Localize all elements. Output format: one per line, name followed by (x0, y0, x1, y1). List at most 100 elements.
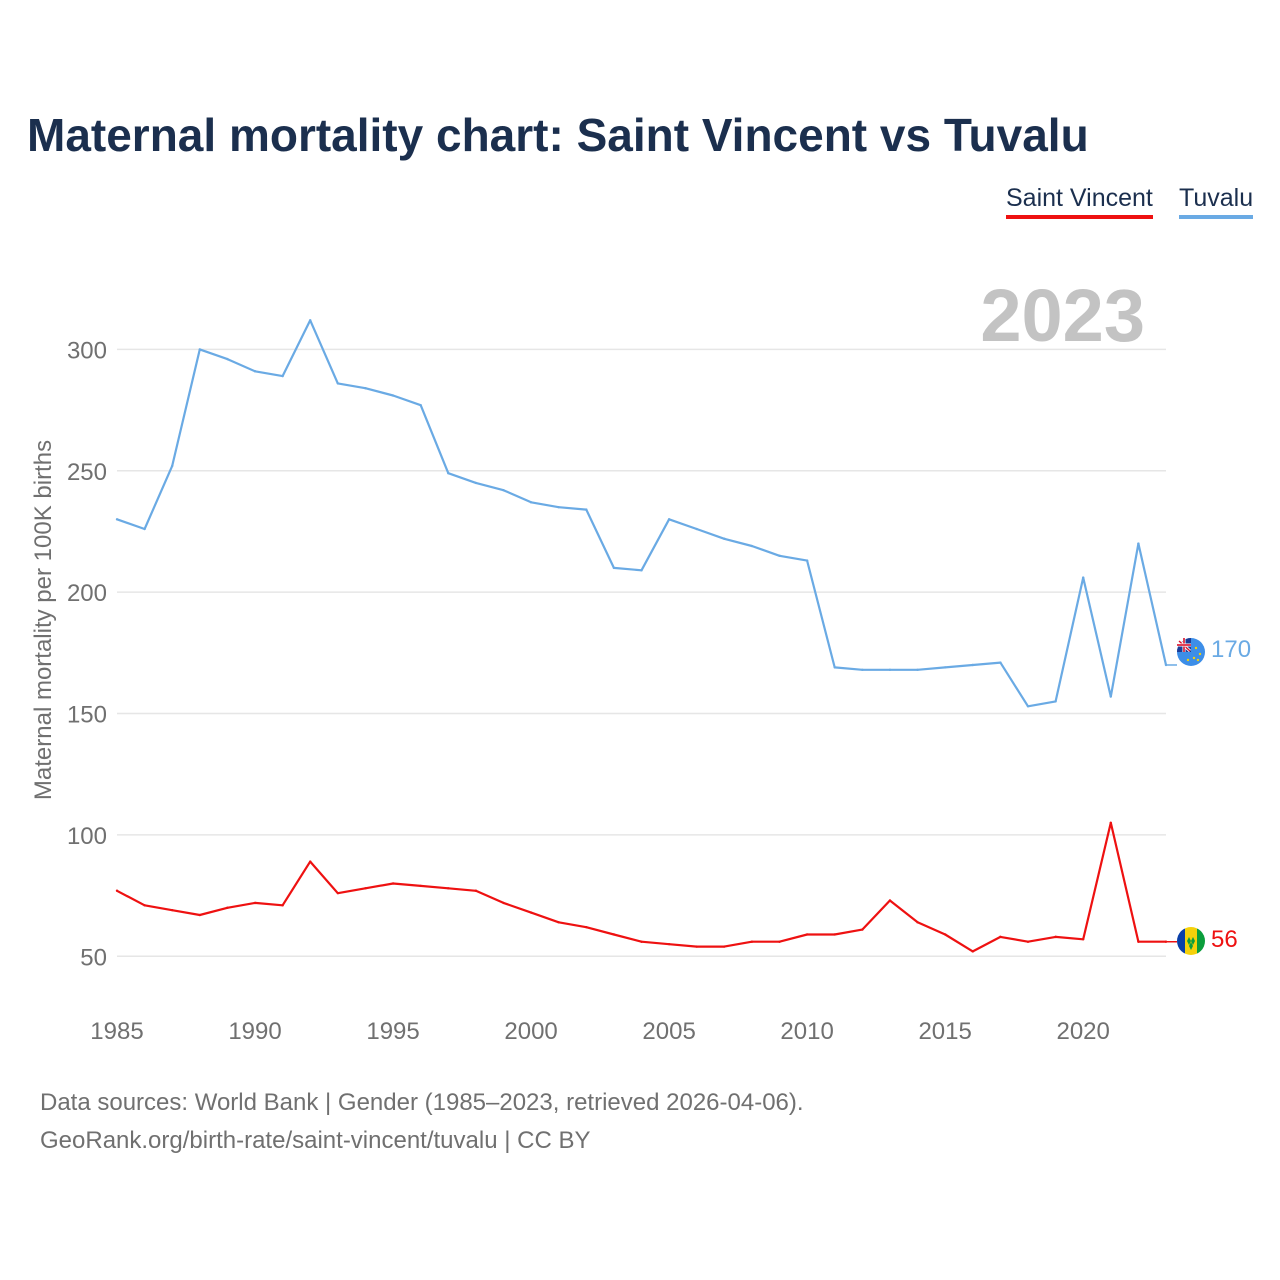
y-tick-label: 300 (67, 337, 107, 364)
data-point-tuvalu (309, 319, 312, 322)
data-point-saint-vincent (281, 904, 284, 907)
x-tick-label: 2010 (780, 1018, 833, 1045)
x-tick-label: 2015 (918, 1018, 971, 1045)
data-point-tuvalu (419, 404, 422, 407)
tuvalu-end-label: 170 (1211, 636, 1251, 663)
data-point-tuvalu (1137, 542, 1140, 545)
x-tick-label: 1985 (90, 1018, 143, 1045)
tuvalu-flag-icon (1177, 638, 1205, 666)
y-tick-label: 200 (67, 580, 107, 607)
data-point-saint-vincent (888, 899, 892, 902)
data-point-saint-vincent (474, 889, 478, 892)
data-point-saint-vincent (364, 887, 367, 890)
data-point-tuvalu (805, 559, 809, 562)
x-tick-label: 2005 (642, 1018, 695, 1045)
data-point-tuvalu (171, 464, 174, 468)
data-point-saint-vincent (171, 908, 174, 912)
data-point-saint-vincent (115, 889, 119, 892)
footer-sources: Data sources: World Bank | Gender (1985–… (40, 1089, 804, 1116)
data-point-saint-vincent (778, 940, 781, 943)
data-point-saint-vincent (1054, 935, 1057, 939)
data-point-tuvalu (143, 527, 146, 531)
data-point-tuvalu (971, 663, 974, 667)
chart-title: Maternal mortality chart: Saint Vincent … (27, 109, 1089, 161)
data-point-tuvalu (364, 387, 367, 390)
data-point-tuvalu (1164, 663, 1168, 667)
data-point-tuvalu (198, 348, 202, 351)
y-axis-title: Maternal mortality per 100K births (30, 440, 57, 800)
data-point-tuvalu (281, 374, 284, 378)
data-point-saint-vincent (585, 925, 588, 929)
data-point-tuvalu (640, 569, 643, 572)
data-point-saint-vincent (723, 945, 726, 948)
data-point-tuvalu (585, 508, 588, 511)
data-point-saint-vincent (695, 945, 698, 948)
legend-tuvalu[interactable]: Tuvalu (1179, 184, 1254, 219)
data-point-saint-vincent (833, 933, 836, 936)
data-point-tuvalu (861, 668, 864, 672)
y-tick-label: 150 (67, 702, 107, 729)
data-point-saint-vincent (143, 904, 146, 907)
data-point-saint-vincent (750, 940, 754, 943)
data-point-tuvalu (1109, 695, 1112, 698)
data-point-saint-vincent (226, 906, 229, 909)
x-tick-label: 1990 (228, 1018, 281, 1045)
data-point-saint-vincent (805, 933, 809, 936)
data-point-saint-vincent (253, 901, 257, 905)
data-point-tuvalu (1054, 700, 1057, 703)
data-point-tuvalu (447, 472, 450, 475)
footer-url[interactable]: GeoRank.org/birth-rate/saint-vincent/tuv… (40, 1127, 591, 1154)
year-watermark: 2023 (980, 274, 1145, 357)
data-point-tuvalu (999, 661, 1002, 664)
data-point-saint-vincent (529, 911, 533, 914)
data-point-saint-vincent (861, 928, 864, 931)
data-point-tuvalu (391, 394, 395, 397)
data-point-tuvalu (474, 481, 478, 485)
data-point-saint-vincent (309, 860, 312, 863)
x-tick-label: 2000 (504, 1018, 557, 1045)
x-tick-label: 1995 (366, 1018, 419, 1045)
series-lines (116, 319, 1177, 953)
data-point-tuvalu (1026, 705, 1030, 708)
data-point-saint-vincent (447, 887, 450, 890)
data-point-saint-vincent (612, 933, 616, 936)
legend-saint-vincent[interactable]: Saint Vincent (1006, 184, 1153, 219)
series-line-tuvalu[interactable] (116, 319, 1168, 708)
data-point-tuvalu (695, 527, 698, 531)
saint-vincent-end-label: 56 (1211, 926, 1238, 953)
data-point-saint-vincent (943, 933, 947, 936)
data-point-tuvalu (529, 501, 533, 504)
data-point-tuvalu (502, 489, 505, 492)
data-point-tuvalu (888, 668, 892, 672)
data-point-saint-vincent (1137, 940, 1140, 943)
y-tick-label: 100 (67, 823, 107, 850)
gridlines (117, 348, 1166, 958)
data-point-tuvalu (115, 518, 119, 521)
y-tick-label: 50 (80, 944, 107, 971)
data-point-tuvalu (557, 506, 560, 509)
data-point-saint-vincent (1109, 821, 1112, 824)
series-line-saint-vincent[interactable] (116, 821, 1166, 953)
data-point-tuvalu (226, 357, 229, 361)
saint-vincent-flag-icon (1177, 927, 1205, 955)
data-point-saint-vincent (557, 921, 560, 924)
x-tick-label: 2020 (1056, 1018, 1109, 1045)
data-point-tuvalu (916, 668, 919, 672)
data-point-tuvalu (943, 666, 947, 669)
data-point-saint-vincent (419, 884, 422, 888)
data-point-tuvalu (612, 566, 616, 570)
data-point-saint-vincent (1081, 938, 1085, 941)
data-point-saint-vincent (391, 882, 395, 885)
data-point-saint-vincent (502, 901, 505, 905)
data-point-saint-vincent (640, 940, 643, 943)
data-point-tuvalu (1081, 576, 1085, 579)
data-point-saint-vincent (999, 935, 1002, 939)
data-point-saint-vincent (1164, 940, 1168, 943)
data-point-saint-vincent (667, 942, 671, 946)
data-point-tuvalu (778, 554, 781, 557)
data-point-saint-vincent (1026, 940, 1030, 943)
data-point-tuvalu (253, 370, 257, 373)
data-point-saint-vincent (336, 891, 340, 895)
